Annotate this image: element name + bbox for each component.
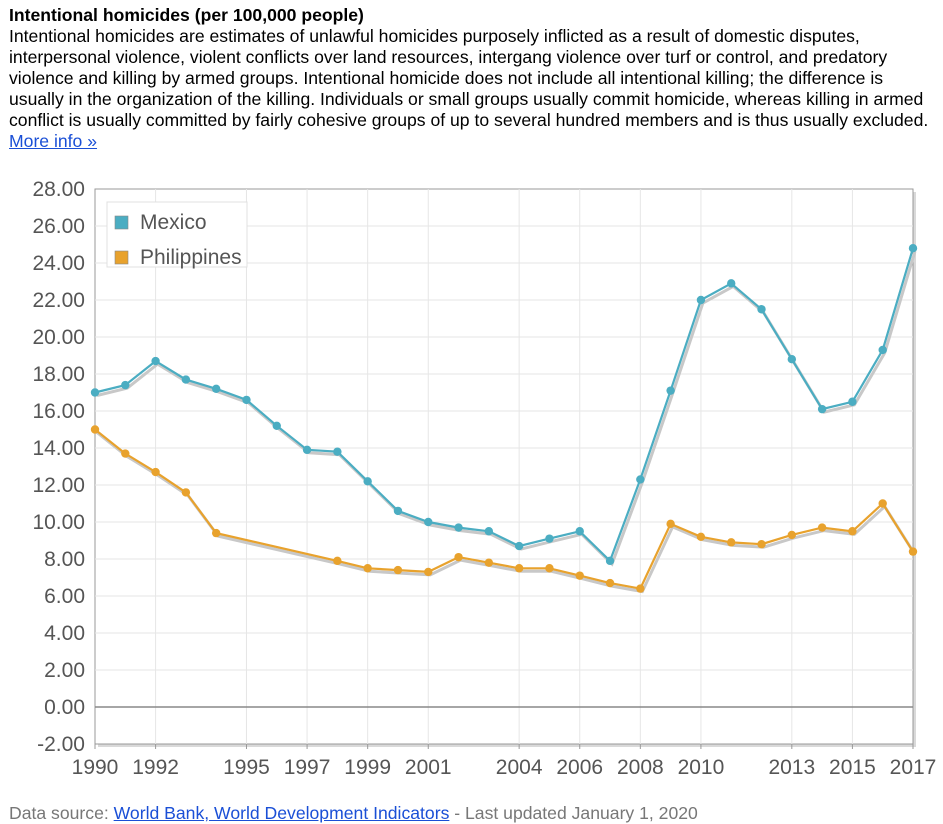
data-point — [393, 506, 403, 516]
chart-header: Intentional homicides (per 100,000 peopl… — [9, 5, 934, 152]
data-point — [636, 584, 645, 593]
source-prefix: Data source: — [9, 803, 114, 823]
legend-box — [106, 201, 248, 268]
more-info-link[interactable]: More info » — [9, 131, 98, 151]
data-point — [363, 564, 372, 573]
data-point — [908, 244, 918, 253]
x-tick-label: 1997 — [284, 756, 331, 779]
y-tick-label: 4.00 — [44, 622, 85, 645]
data-point — [817, 404, 827, 414]
source-link[interactable]: World Bank, World Development Indicators — [113, 803, 450, 823]
x-tick-label: 1990 — [72, 756, 119, 779]
chart-title: Intentional homicides (per 100,000 peopl… — [9, 5, 364, 25]
data-point — [817, 523, 827, 532]
data-point — [363, 477, 372, 486]
data-point — [333, 447, 342, 456]
data-point — [636, 475, 645, 484]
line-chart: 28.00 26.00 24.00 22.00 20.00 18.00 16.00 14.00… — [32, 178, 937, 779]
x-tick-label: 2015 — [829, 756, 876, 779]
x-tick-label: 2008 — [617, 756, 664, 779]
data-point — [333, 556, 342, 566]
data-point — [302, 445, 312, 455]
y-tick-label: 16.00 — [32, 400, 85, 423]
x-tick-label: 1995 — [223, 756, 270, 779]
data-point — [272, 421, 281, 430]
legend-label: Philippines — [140, 246, 242, 269]
data-point — [424, 567, 433, 577]
description-text: Intentional homicides are estimates of u… — [9, 26, 929, 130]
data-point — [424, 517, 433, 527]
data-point — [121, 449, 130, 458]
data-point — [696, 295, 706, 305]
data-point — [757, 305, 766, 314]
data-point — [727, 538, 736, 547]
series-line — [94, 247, 915, 563]
y-tick-label: 0.00 — [44, 696, 85, 719]
data-point — [484, 558, 494, 567]
data-point — [605, 556, 615, 566]
y-tick-label: 2.00 — [44, 659, 85, 682]
x-tick-label: 2004 — [496, 756, 543, 779]
data-point — [454, 523, 463, 532]
legend-label: Mexico — [140, 211, 207, 234]
legend-swatch — [114, 250, 129, 265]
y-tick-label: 28.00 — [32, 178, 85, 201]
data-point — [757, 540, 766, 549]
data-point — [848, 527, 857, 536]
data-point — [121, 380, 130, 390]
data-point — [787, 530, 797, 540]
data-point — [90, 388, 100, 397]
x-tick-label: 1999 — [344, 756, 391, 779]
data-point — [908, 547, 918, 556]
data-point — [211, 528, 221, 538]
y-tick-label: 10.00 — [32, 511, 85, 534]
data-point — [514, 541, 524, 551]
data-point — [878, 499, 887, 508]
data-point — [848, 397, 857, 406]
y-tick-label: 26.00 — [32, 215, 85, 238]
data-point — [514, 564, 524, 573]
data-point — [454, 552, 463, 562]
data-point — [575, 527, 584, 536]
x-tick-label: 2017 — [890, 756, 937, 779]
data-point — [787, 355, 797, 364]
y-tick-label: 8.00 — [44, 548, 85, 571]
data-point — [90, 425, 100, 434]
y-tick-label: 14.00 — [32, 437, 85, 460]
y-tick-label: 12.00 — [32, 474, 85, 497]
data-point — [575, 571, 584, 580]
x-tick-label: 2013 — [768, 756, 815, 779]
data-point — [545, 564, 554, 573]
data-point — [878, 345, 887, 355]
y-tick-label: 22.00 — [32, 289, 85, 312]
data-point — [666, 386, 675, 395]
data-point — [696, 532, 706, 541]
y-tick-label: 6.00 — [44, 585, 85, 608]
data-point — [181, 488, 191, 497]
data-point — [393, 565, 403, 575]
y-tick-label: 24.00 — [32, 252, 85, 275]
plot-area — [94, 188, 914, 745]
data-point — [605, 578, 615, 588]
data-point — [242, 395, 251, 405]
x-tick-label: 1992 — [132, 756, 179, 779]
y-tick-label: -2.00 — [37, 733, 85, 756]
x-tick-label: 2001 — [405, 756, 452, 779]
x-tick-label: 2006 — [556, 756, 603, 779]
y-tick-label: 18.00 — [32, 363, 85, 386]
chart-description: Intentional homicides are estimates of u… — [9, 26, 934, 152]
data-point — [151, 356, 160, 366]
chart-footer: Data source: World Bank, World Developme… — [9, 803, 698, 824]
data-point — [727, 279, 736, 288]
y-tick-label: 20.00 — [32, 326, 85, 349]
data-point — [211, 384, 221, 393]
x-tick-label: 2010 — [678, 756, 725, 779]
last-updated: - Last updated January 1, 2020 — [449, 803, 698, 823]
legend-swatch — [114, 215, 129, 230]
data-point — [181, 375, 191, 384]
data-point — [484, 527, 494, 536]
data-point — [151, 467, 160, 477]
data-point — [666, 519, 675, 529]
data-point — [545, 534, 554, 543]
